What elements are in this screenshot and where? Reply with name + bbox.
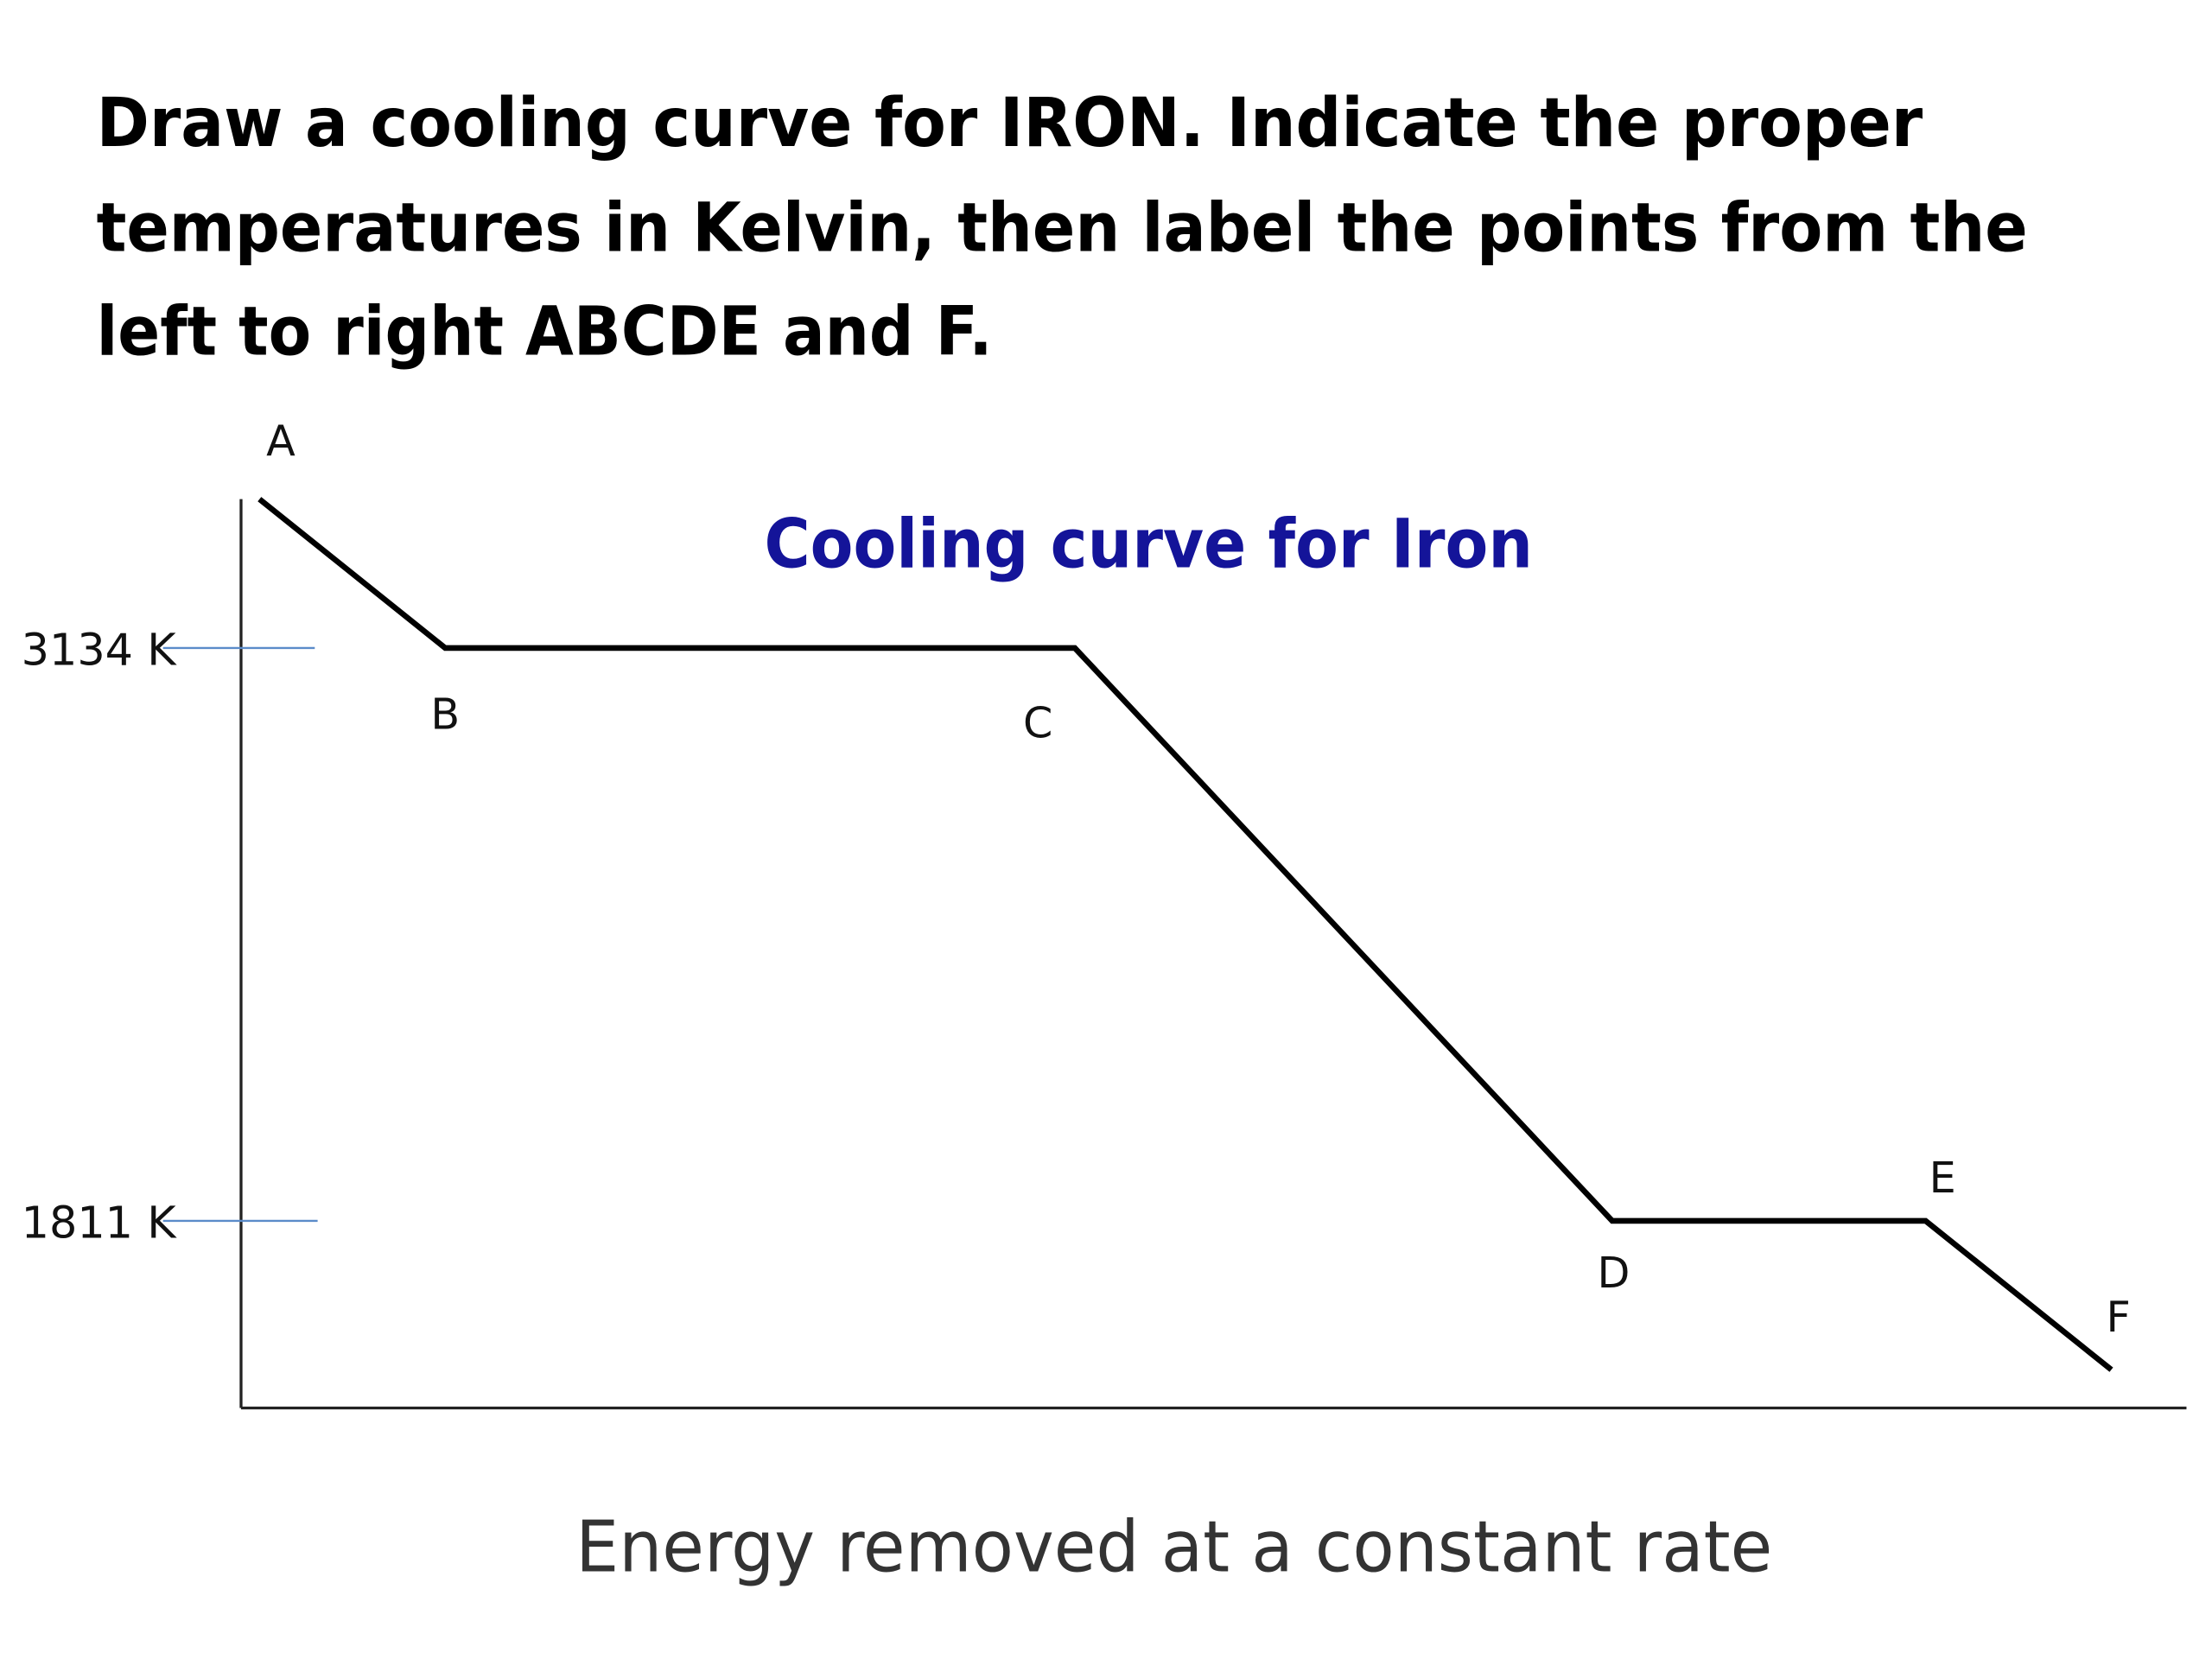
point-label: F: [2107, 1292, 2131, 1342]
heading-line: Draw a cooling curve for IRON. Indicate …: [97, 83, 1923, 162]
temperature-label: 1811 K: [22, 1198, 178, 1249]
diagram-title: Cooling curve for Iron: [765, 504, 1533, 583]
x-axis-label: Energy removed at a constant rate: [575, 1506, 1772, 1588]
temperature-label: 3134 K: [22, 625, 178, 676]
point-label: E: [1929, 1153, 1956, 1203]
point-label: B: [430, 689, 460, 739]
point-label: D: [1598, 1248, 1630, 1298]
point-label: C: [1023, 697, 1052, 747]
point-label: A: [266, 416, 296, 466]
cooling-curve: [257, 497, 2113, 1372]
heading-line: temperatures in Kelvin, then label the p…: [97, 188, 2028, 267]
heading-line: left to right ABCDE and F.: [97, 291, 993, 371]
